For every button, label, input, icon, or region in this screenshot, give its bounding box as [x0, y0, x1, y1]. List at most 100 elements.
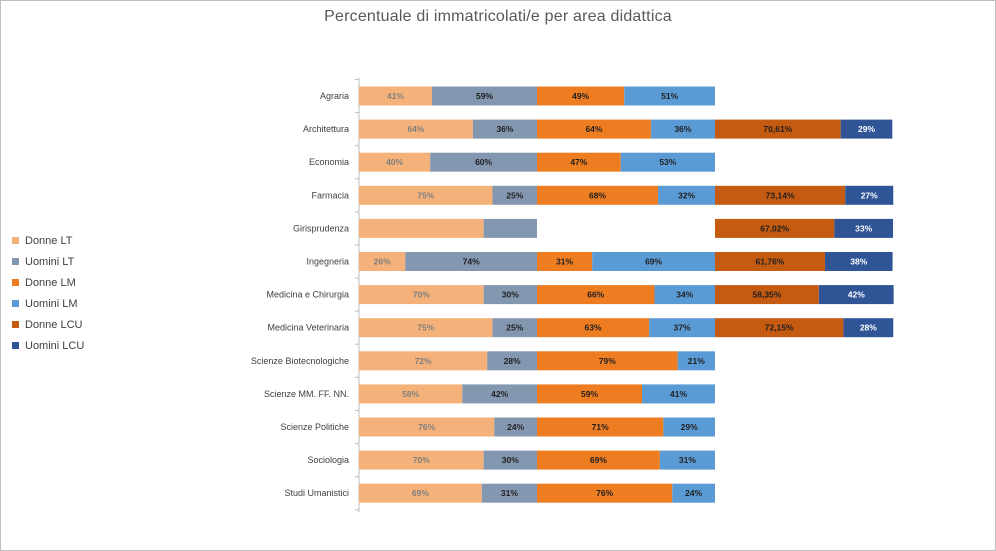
bar-scienze-mm-ff-nn-uomini-lt	[462, 384, 537, 404]
legend-item-uomini-lt: Uomini LT	[12, 251, 84, 272]
bar-medicina-veterinaria-donne-lm	[537, 318, 650, 338]
data-label-scienze-biotecnologiche-donne-lm: 79%	[599, 356, 616, 366]
data-label-girisprudenza-donne-lcu: 67,02%	[760, 223, 789, 233]
data-label-medicina-veterinaria-uomini-lcu: 28%	[860, 323, 877, 333]
bar-sociologia-uomini-lm	[659, 450, 715, 470]
legend-swatch	[12, 300, 19, 307]
data-label-farmacia-donne-lm: 68%	[589, 190, 606, 200]
bar-medicina-e-chirurgia-uomini-lcu	[818, 285, 894, 305]
bar-agraria-donne-lt	[359, 86, 432, 106]
data-label-medicina-veterinaria-donne-lm: 63%	[585, 323, 602, 333]
bar-farmacia-donne-lt	[359, 185, 493, 205]
data-label-economia-uomini-lt: 60%	[475, 157, 492, 167]
bar-medicina-e-chirurgia-donne-lm	[537, 285, 655, 305]
data-label-farmacia-uomini-lm: 32%	[678, 190, 695, 200]
data-label-agraria-donne-lm: 49%	[572, 91, 589, 101]
bar-architettura-donne-lm	[537, 119, 651, 139]
category-label-girisprudenza: Girisprudenza	[293, 223, 349, 233]
bar-economia-uomini-lm	[620, 152, 715, 172]
data-label-agraria-uomini-lm: 51%	[661, 91, 678, 101]
data-label-scienze-mm-ff-nn-donne-lm: 59%	[581, 389, 598, 399]
data-label-economia-donne-lm: 47%	[570, 157, 587, 167]
bar-scienze-politiche-donne-lt	[359, 417, 495, 437]
legend-swatch	[12, 237, 19, 244]
data-label-architettura-uomini-lt: 36%	[496, 124, 513, 134]
bar-agraria-uomini-lm	[624, 86, 715, 106]
category-label-economia: Economia	[309, 157, 349, 167]
data-label-farmacia-donne-lcu: 73,14%	[766, 190, 795, 200]
category-label-scienze-biotecnologiche: Scienze Biotecnologiche	[251, 356, 349, 366]
bar-girisprudenza-donne-lcu	[715, 218, 835, 238]
category-label-farmacia: Farmacia	[311, 190, 349, 200]
legend-label: Donne LCU	[25, 318, 83, 331]
category-label-scienze-politiche: Scienze Politiche	[280, 422, 349, 432]
data-label-scienze-mm-ff-nn-uomini-lm: 41%	[670, 389, 687, 399]
category-label-agraria: Agraria	[320, 91, 349, 101]
bar-scienze-mm-ff-nn-uomini-lm	[642, 384, 715, 404]
bar-farmacia-donne-lcu	[715, 185, 846, 205]
bar-medicina-veterinaria-uomini-lm	[649, 318, 715, 338]
data-label-studi-umanistici-uomini-lt: 31%	[501, 488, 518, 498]
data-label-scienze-politiche-donne-lm: 71%	[592, 422, 609, 432]
bar-scienze-biotecnologiche-donne-lt	[359, 351, 488, 371]
data-label-economia-uomini-lm: 53%	[659, 157, 676, 167]
data-label-sociologia-donne-lt: 70%	[413, 455, 430, 465]
bar-ingegneria-uomini-lm	[592, 252, 715, 271]
bar-architettura-uomini-lt	[472, 119, 537, 139]
bar-medicina-veterinaria-uomini-lt	[492, 318, 537, 338]
bar-architettura-uomini-lm	[650, 119, 715, 139]
legend: Donne LT Uomini LT Donne LM Uomini LM Donne …	[12, 230, 84, 356]
data-label-economia-donne-lt: 40%	[386, 157, 403, 167]
bar-studi-umanistici-donne-lm	[537, 483, 673, 503]
bar-studi-umanistici-uomini-lm	[672, 483, 715, 503]
data-label-architettura-donne-lcu: 70,61%	[763, 124, 792, 134]
data-label-scienze-mm-ff-nn-donne-lt: 58%	[402, 389, 419, 399]
legend-swatch	[12, 342, 19, 349]
bar-scienze-biotecnologiche-donne-lm	[537, 351, 678, 371]
legend-label: Donne LM	[25, 276, 76, 289]
data-label-girisprudenza-uomini-lcu: 33%	[855, 223, 872, 233]
bar-scienze-politiche-uomini-lm	[663, 417, 715, 437]
legend-swatch	[12, 279, 19, 286]
bar-scienze-biotecnologiche-uomini-lm	[677, 351, 715, 371]
data-label-medicina-e-chirurgia-donne-lcu: 58,35%	[753, 290, 782, 300]
bar-ingegneria-donne-lt	[359, 252, 406, 271]
bar-economia-donne-lm	[537, 152, 621, 172]
category-label-studi-umanistici: Studi Umanistici	[284, 488, 349, 498]
bar-scienze-mm-ff-nn-donne-lt	[359, 384, 463, 404]
data-label-scienze-biotecnologiche-donne-lt: 72%	[415, 356, 432, 366]
legend-swatch	[12, 321, 19, 328]
legend-swatch	[12, 258, 19, 265]
data-label-ingegneria-donne-lm: 31%	[556, 257, 573, 267]
data-label-scienze-biotecnologiche-uomini-lm: 21%	[688, 356, 705, 366]
data-label-ingegneria-uomini-lcu: 38%	[850, 257, 867, 267]
legend-item-donne-lt: Donne LT	[12, 230, 84, 251]
data-label-sociologia-uomini-lt: 30%	[502, 455, 519, 465]
bar-ingegneria-uomini-lt	[405, 252, 537, 271]
bar-economia-donne-lt	[359, 152, 431, 172]
bar-medicina-e-chirurgia-donne-lcu	[715, 285, 819, 305]
legend-label: Uomini LT	[25, 255, 75, 268]
legend-item-uomini-lcu: Uomini LCU	[12, 335, 84, 356]
data-label-studi-umanistici-donne-lm: 76%	[596, 488, 613, 498]
data-label-agraria-uomini-lt: 59%	[476, 91, 493, 101]
data-label-medicina-e-chirurgia-uomini-lm: 34%	[676, 290, 693, 300]
bar-studi-umanistici-donne-lt	[359, 483, 482, 503]
data-label-farmacia-donne-lt: 75%	[417, 190, 434, 200]
data-label-sociologia-uomini-lm: 31%	[679, 455, 696, 465]
bar-agraria-uomini-lt	[431, 86, 537, 106]
bar-scienze-politiche-donne-lm	[537, 417, 664, 437]
data-label-studi-umanistici-uomini-lm: 24%	[685, 488, 702, 498]
bar-farmacia-uomini-lm	[658, 185, 715, 205]
legend-item-donne-lm: Donne LM	[12, 272, 84, 293]
data-label-ingegneria-donne-lcu: 61,76%	[756, 257, 785, 267]
category-label-medicina-e-chirurgia: Medicina e Chirurgia	[266, 290, 349, 300]
bar-scienze-biotecnologiche-uomini-lt	[487, 351, 537, 371]
bar-medicina-veterinaria-donne-lt	[359, 318, 493, 338]
bar-girisprudenza-donne-lt	[359, 218, 484, 238]
bar-ingegneria-donne-lm	[537, 252, 593, 271]
data-label-agraria-donne-lt: 41%	[387, 91, 404, 101]
bar-sociologia-donne-lm	[537, 450, 660, 470]
data-label-medicina-veterinaria-donne-lt: 75%	[417, 323, 434, 333]
category-label-sociologia: Sociologia	[307, 455, 349, 465]
